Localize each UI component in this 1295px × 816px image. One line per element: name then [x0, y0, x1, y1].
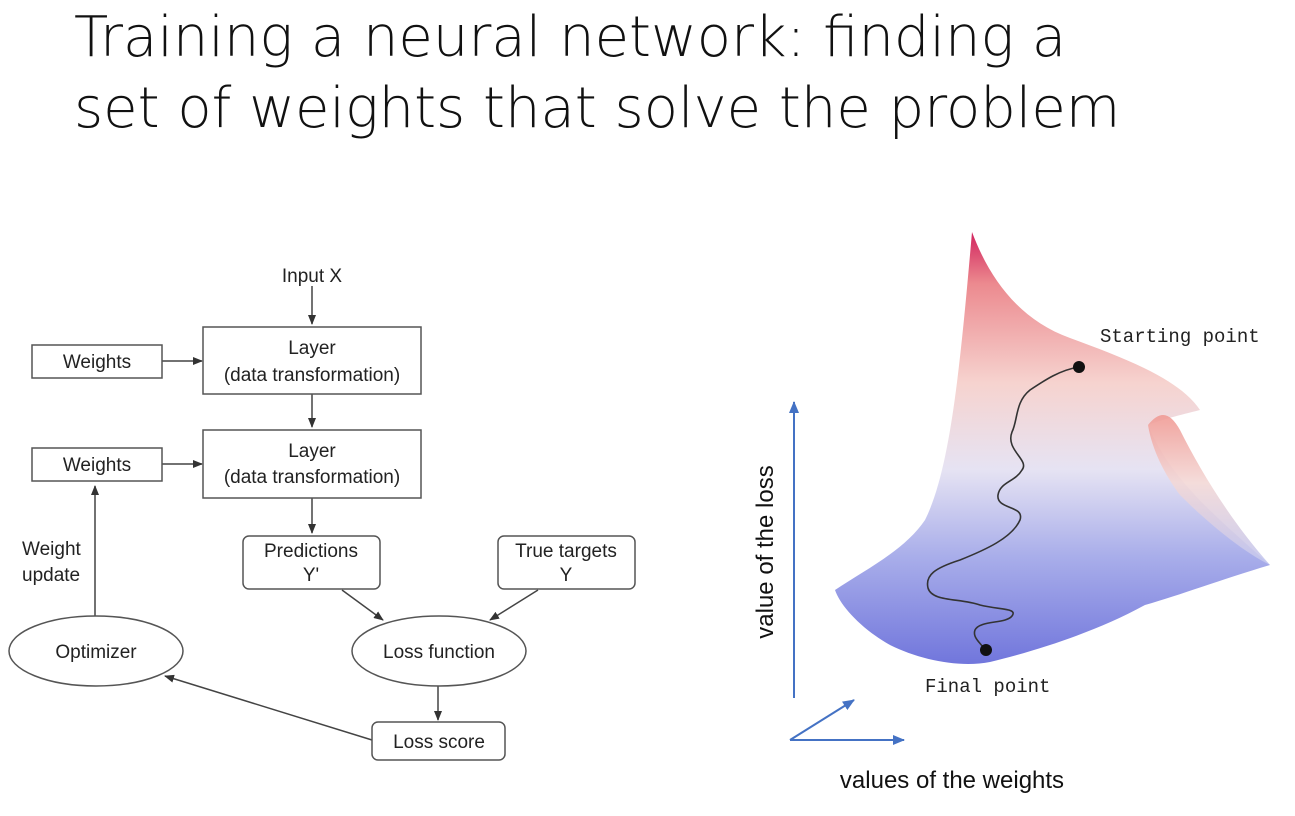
input-x-label: Input X — [282, 266, 343, 287]
slide-title: Training a neural network: finding a set… — [74, 2, 1254, 144]
layer2-box — [202, 429, 422, 499]
loss-axis-label: value of the loss — [752, 465, 779, 638]
layer1-title: Layer — [288, 338, 336, 359]
loss-function-label: Loss function — [383, 642, 495, 663]
layer2-subtitle: (data transformation) — [224, 467, 400, 488]
weights1-label: Weights — [63, 352, 131, 373]
descent-path — [926, 366, 1080, 651]
loss-function-node — [351, 615, 527, 687]
weights1-box — [31, 344, 163, 379]
optimizer-label: Optimizer — [55, 642, 137, 663]
slide-title-line-2: set of weights that solve the problem — [74, 76, 1121, 141]
predictions-title: Predictions — [264, 541, 358, 562]
weights-axis-label: values of the weights — [840, 767, 1064, 794]
layer1-box — [202, 326, 422, 395]
optimizer-node — [8, 615, 184, 687]
true-targets-box — [497, 535, 636, 590]
slide-title-line-1: Training a neural network: finding a — [74, 5, 1067, 70]
loss-score-box — [371, 721, 506, 761]
layer2-title: Layer — [288, 441, 336, 462]
final-point-marker — [980, 644, 992, 656]
loss-surface — [835, 232, 1270, 665]
predictions-symbol: Y' — [303, 565, 319, 586]
weights-axis-arrow-diag — [789, 699, 855, 741]
arrow-predictions-to-loss — [341, 589, 384, 621]
arrow-targets-to-loss — [489, 589, 539, 621]
true-targets-title: True targets — [515, 541, 617, 562]
true-targets-symbol: Y — [560, 565, 573, 586]
loss-surface-ridge — [1148, 414, 1270, 565]
layer1-subtitle: (data transformation) — [224, 365, 400, 386]
weights2-label: Weights — [63, 455, 131, 476]
weight-update-label-line1: Weight — [22, 539, 82, 560]
weights2-box — [31, 447, 163, 482]
weight-update-label-line2: update — [22, 565, 80, 586]
loss-surface-illustration: Starting point Final point value of the … — [752, 232, 1270, 794]
predictions-box — [242, 535, 381, 590]
loss-score-label: Loss score — [393, 732, 485, 753]
arrow-score-to-optimizer — [164, 674, 373, 741]
final-point-label: Final point — [925, 676, 1050, 698]
starting-point-marker — [1073, 361, 1085, 373]
training-flow-diagram: Input X Layer (data transformation) Laye… — [8, 266, 636, 761]
starting-point-label: Starting point — [1100, 326, 1260, 348]
